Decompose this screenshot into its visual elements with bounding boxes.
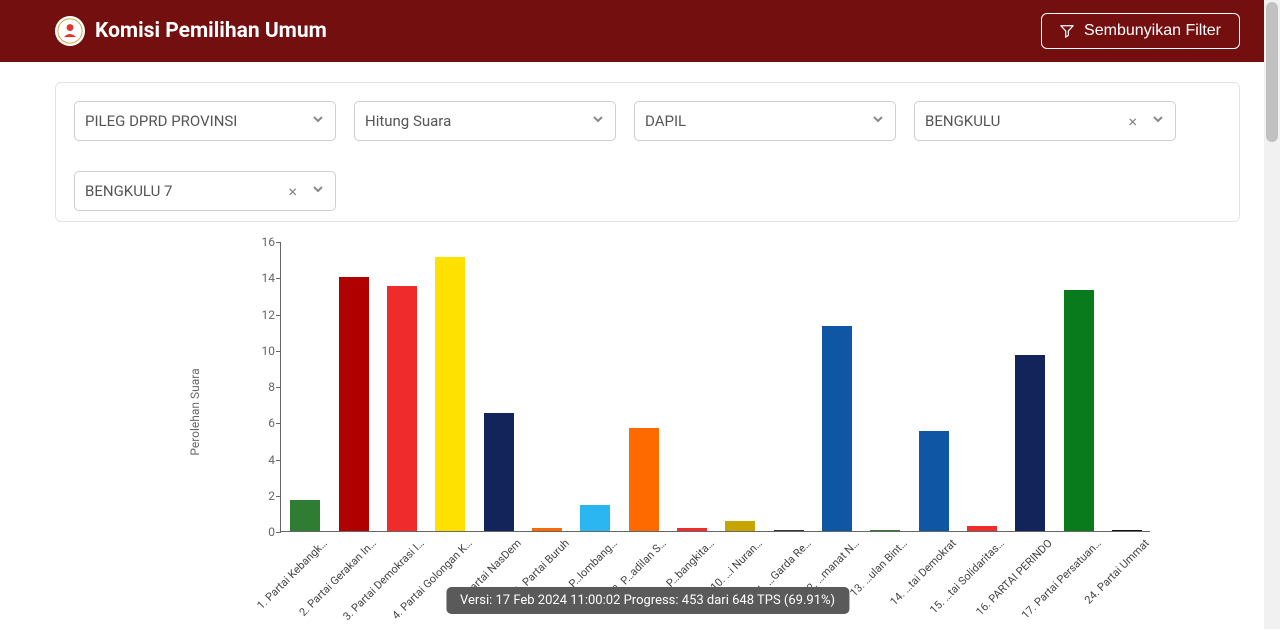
chevron-down-icon — [1143, 112, 1165, 130]
chart-bar[interactable] — [725, 521, 755, 531]
chart-ylabel: Perolehan Suara — [188, 368, 202, 455]
app-header: Komisi Pemilihan Umum Sembunyikan Filter — [0, 0, 1280, 62]
chart-bar[interactable] — [435, 257, 465, 531]
select-election-type[interactable]: PILEG DPRD PROVINSI — [74, 101, 336, 141]
select-province-value: BENGKULU — [925, 112, 1128, 130]
chevron-down-icon — [303, 182, 325, 200]
brand-title: Komisi Pemilihan Umum — [95, 19, 327, 43]
ytick-label: 8 — [241, 380, 281, 394]
select-region-mode[interactable]: DAPIL — [634, 101, 896, 141]
ytick-mark — [276, 242, 281, 243]
chart-bar[interactable] — [1064, 290, 1094, 531]
select-region-mode-value: DAPIL — [645, 112, 863, 130]
ytick-mark — [276, 351, 281, 352]
toggle-filter-label: Sembunyikan Filter — [1084, 22, 1221, 40]
scrollbar-track[interactable] — [1264, 0, 1280, 629]
chart-bar[interactable] — [822, 326, 852, 531]
filter-row: PILEG DPRD PROVINSI Hitung Suara DAPIL B… — [74, 101, 1221, 211]
ytick-mark — [276, 423, 281, 424]
select-dapil[interactable]: BENGKULU 7 × — [74, 171, 336, 211]
select-election-type-value: PILEG DPRD PROVINSI — [85, 112, 303, 130]
chart-bar[interactable] — [967, 526, 997, 531]
ytick-label: 6 — [241, 416, 281, 430]
filter-card: PILEG DPRD PROVINSI Hitung Suara DAPIL B… — [55, 82, 1240, 222]
kpu-logo-icon — [55, 16, 85, 46]
ytick-label: 12 — [241, 308, 281, 322]
chart-bar[interactable] — [290, 500, 320, 531]
filter-icon — [1060, 24, 1074, 38]
chart-plot: 02468101214161. Partai Kebangk…2. Partai… — [280, 242, 1150, 532]
chart-bar[interactable] — [484, 413, 514, 531]
chart-area: Perolehan Suara 02468101214161. Partai K… — [55, 232, 1240, 622]
select-dapil-value: BENGKULU 7 — [85, 182, 288, 200]
chevron-down-icon — [303, 112, 325, 130]
chart-bar[interactable] — [339, 277, 369, 531]
version-badge: Versi: 17 Feb 2024 11:00:02 Progress: 45… — [446, 587, 849, 614]
chart-bar[interactable] — [387, 286, 417, 531]
toggle-filter-button[interactable]: Sembunyikan Filter — [1041, 13, 1240, 49]
clear-dapil-icon[interactable]: × — [288, 182, 303, 201]
ytick-mark — [276, 315, 281, 316]
chevron-down-icon — [863, 112, 885, 130]
ytick-label: 10 — [241, 344, 281, 358]
chart-bar[interactable] — [580, 505, 610, 531]
ytick-label: 16 — [241, 235, 281, 249]
chart-bar[interactable] — [1015, 355, 1045, 531]
ytick-mark — [276, 496, 281, 497]
ytick-mark — [276, 278, 281, 279]
ytick-label: 4 — [241, 453, 281, 467]
ytick-mark — [276, 387, 281, 388]
ytick-mark — [276, 532, 281, 533]
ytick-label: 0 — [241, 525, 281, 539]
clear-province-icon[interactable]: × — [1128, 112, 1143, 131]
select-province[interactable]: BENGKULU × — [914, 101, 1176, 141]
brand: Komisi Pemilihan Umum — [55, 16, 327, 46]
ytick-mark — [276, 460, 281, 461]
chart-bar[interactable] — [919, 431, 949, 531]
select-count-mode-value: Hitung Suara — [365, 112, 583, 130]
ytick-label: 14 — [241, 271, 281, 285]
scrollbar-thumb[interactable] — [1266, 2, 1278, 142]
chart-bar[interactable] — [629, 428, 659, 531]
select-count-mode[interactable]: Hitung Suara — [354, 101, 616, 141]
chevron-down-icon — [583, 112, 605, 130]
ytick-label: 2 — [241, 489, 281, 503]
